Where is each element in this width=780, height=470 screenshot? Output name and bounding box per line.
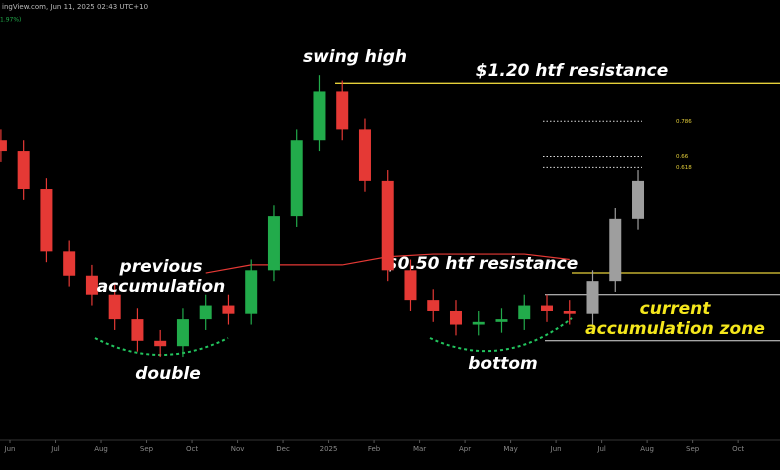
candle-body [313,91,326,141]
resistance-label: $0.50 htf resistance [386,254,579,274]
x-tick-label: Aug [94,445,108,453]
x-tick-label: Jun [4,445,16,453]
x-tick-label: Oct [732,445,744,453]
x-tick-label: Dec [276,445,290,453]
candle-body [586,281,599,314]
zone-label: accumulation zone [585,319,765,339]
candle-body [290,140,303,217]
annotation: swing high [303,47,407,67]
candle-body [449,310,462,325]
annotation: accumulation [97,277,226,297]
candle-body [222,305,235,314]
candle-body [472,321,485,325]
x-tick-label: May [503,445,517,453]
candle-body [358,129,371,181]
x-tick-label: Apr [459,445,471,453]
fib-label: 0.66 [676,154,689,160]
x-tick-label: Jun [550,445,562,453]
candle-body [427,300,440,311]
x-tick-label: Oct [186,445,198,453]
candle-body [0,140,7,152]
annotation: bottom [468,354,538,374]
annotation: double [135,364,200,384]
candle-body [563,310,576,314]
x-tick-label: Sep [686,445,700,453]
candle-body [336,91,349,130]
annotation: previous [119,257,203,277]
candle-body [381,180,394,271]
x-tick-label: 2025 [320,445,338,453]
candle-body [131,319,144,341]
x-tick-label: Aug [640,445,654,453]
x-tick-label: Jul [50,445,60,453]
change-text: 1.97%) [0,17,21,24]
x-tick-label: Feb [368,445,381,453]
fib-label: 0.786 [676,119,692,125]
double-bottom-arc [94,337,229,356]
candle-body [199,305,212,320]
candle-body [17,151,30,190]
x-tick-label: Mar [413,445,426,453]
resistance-label: $1.20 htf resistance [476,61,669,81]
candle-body [63,251,76,276]
candle-body [85,275,98,295]
x-tick-label: Nov [231,445,245,453]
candle-body [40,189,53,252]
candle-body [495,319,508,322]
candle-body [404,270,417,301]
candle-body [154,340,167,347]
source-text: ingView.com, Jun 11, 2025 02:43 UTC+10 [2,3,148,11]
zone-label: current [640,299,712,319]
fib-label: 0.618 [676,165,692,171]
candle-body [541,305,554,311]
candle-body [267,216,280,271]
x-tick-label: Sep [140,445,154,453]
candle-body [632,180,645,219]
x-tick-label: Jul [596,445,606,453]
double-bottom-arc [429,317,573,353]
candle-body [108,294,121,320]
candle-body [609,218,622,282]
candle-body [176,319,189,347]
candle-body [245,270,258,314]
candle-body [518,305,531,320]
